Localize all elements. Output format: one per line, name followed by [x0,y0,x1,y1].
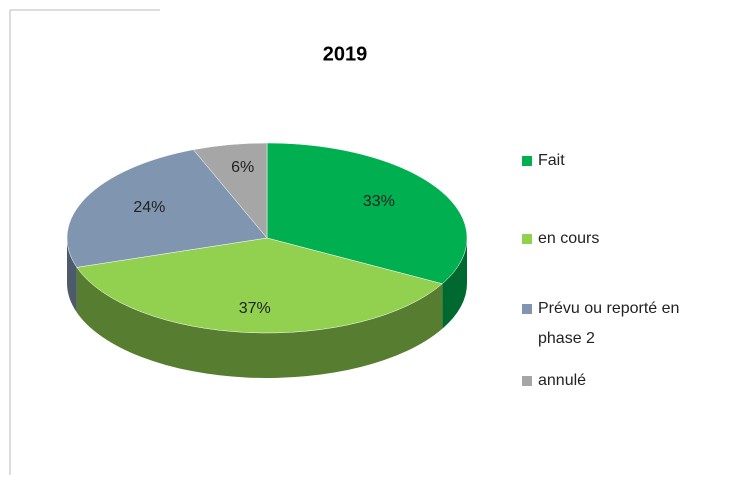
pie-side-shade [442,238,467,329]
legend-swatch [522,156,532,166]
legend-swatch [522,234,532,244]
legend-label: Prévu ou reporté en phase 2 [538,300,680,347]
pie-side [76,267,443,378]
legend-swatch [522,376,532,386]
data-label: 37% [239,300,271,317]
data-label: 24% [133,199,165,216]
legend-label: annulé [538,372,587,389]
pie-slice [66,149,268,268]
data-label: 6% [231,159,254,176]
pie-side [67,238,77,313]
legend-item: Prévu ou reporté en phase 2 [522,294,722,354]
legend-label: Fait [538,152,565,169]
pie-side [442,238,467,329]
chart-title: 2019 [323,43,368,65]
legend-swatch [522,304,532,314]
pie-side-shade [67,238,77,313]
legend-item: en cours [522,224,722,254]
pie-slice [76,237,443,334]
pie-side-shade [76,267,443,378]
pie-slice [192,142,268,239]
legend-label: en cours [538,230,600,247]
pie-slice [266,142,468,285]
legend-item: annulé [522,366,722,396]
legend-item: Fait [522,146,722,176]
data-label: 33% [363,193,395,210]
